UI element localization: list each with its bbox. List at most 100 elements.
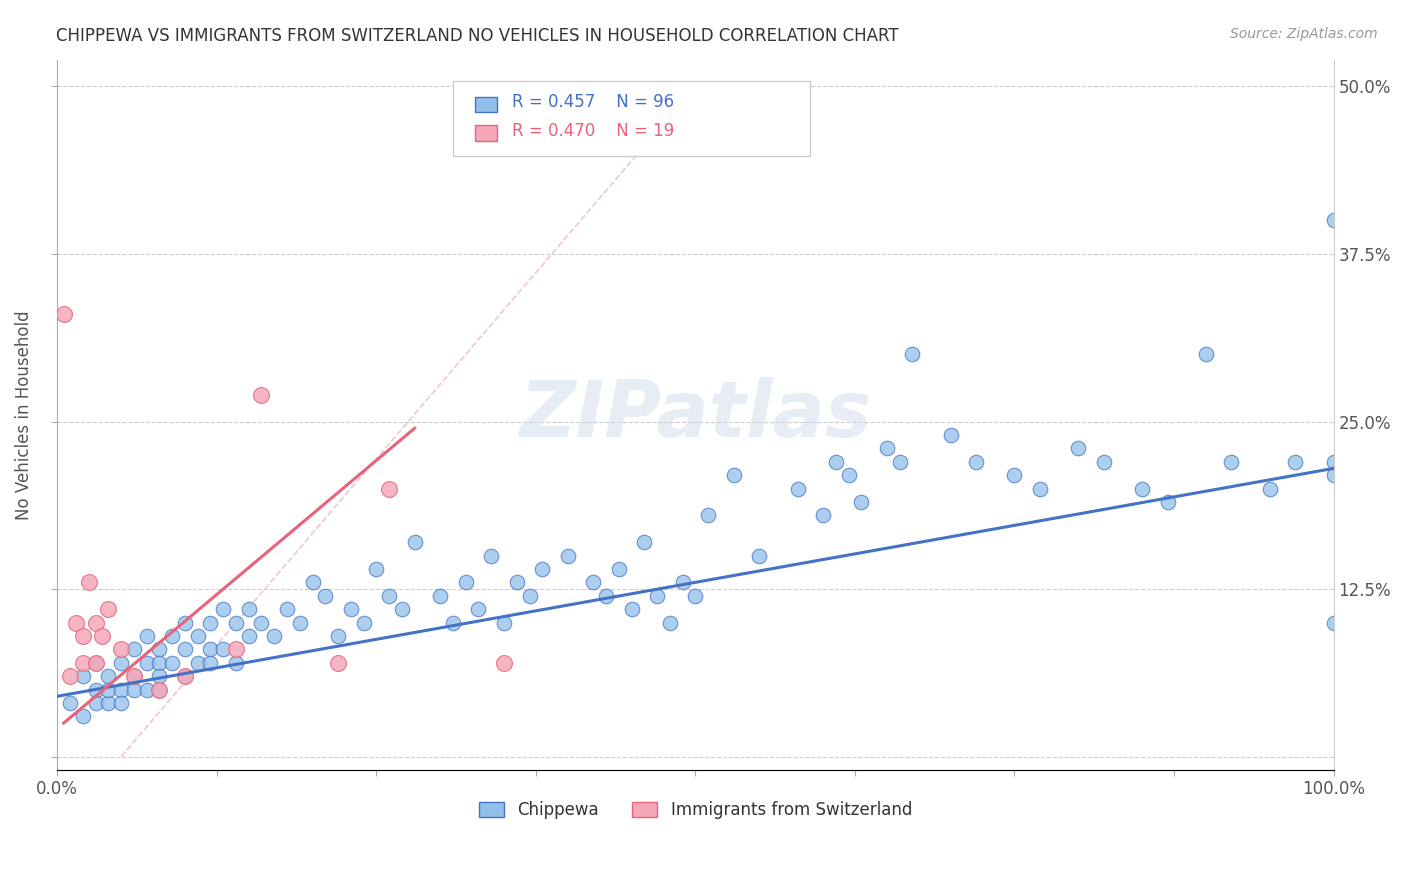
Point: [582, 575, 605, 590]
Point: [122, 682, 145, 697]
Point: [65, 615, 87, 630]
Point: [174, 669, 197, 683]
Point: [97, 669, 120, 683]
Point: [1322, 615, 1344, 630]
Point: [84, 682, 107, 697]
Point: [200, 656, 222, 670]
Point: [658, 615, 681, 630]
Point: [238, 602, 260, 616]
Point: [685, 589, 707, 603]
Point: [607, 562, 630, 576]
Text: R = 0.470    N = 19: R = 0.470 N = 19: [512, 121, 675, 140]
Point: [276, 602, 298, 616]
Point: [838, 468, 860, 483]
Point: [212, 602, 235, 616]
Point: [84, 696, 107, 710]
Point: [1092, 455, 1115, 469]
Point: [225, 642, 247, 657]
Point: [748, 549, 770, 563]
Point: [97, 682, 120, 697]
Point: [404, 535, 426, 549]
Text: Source: ZipAtlas.com: Source: ZipAtlas.com: [1230, 27, 1378, 41]
Point: [187, 629, 209, 643]
Point: [454, 575, 477, 590]
Point: [288, 615, 311, 630]
Point: [429, 589, 451, 603]
Bar: [475, 125, 498, 141]
Point: [697, 508, 720, 523]
Point: [340, 602, 363, 616]
Point: [174, 669, 197, 683]
Point: [965, 455, 987, 469]
FancyBboxPatch shape: [453, 81, 810, 155]
Point: [1322, 468, 1344, 483]
Point: [1220, 455, 1243, 469]
Point: [148, 642, 170, 657]
Point: [1258, 482, 1281, 496]
Point: [723, 468, 745, 483]
Point: [148, 656, 170, 670]
Point: [174, 615, 197, 630]
Point: [238, 629, 260, 643]
Point: [851, 495, 873, 509]
Point: [52, 307, 75, 321]
Point: [314, 589, 336, 603]
Point: [110, 656, 132, 670]
Point: [939, 428, 962, 442]
Point: [492, 656, 515, 670]
Point: [1156, 495, 1178, 509]
Point: [378, 589, 401, 603]
Point: [97, 602, 120, 616]
Point: [72, 629, 94, 643]
Point: [672, 575, 695, 590]
Point: [824, 455, 846, 469]
Point: [110, 696, 132, 710]
Point: [250, 615, 273, 630]
Point: [301, 575, 323, 590]
Point: [148, 682, 170, 697]
Point: [1067, 442, 1090, 456]
Y-axis label: No Vehicles in Household: No Vehicles in Household: [15, 310, 32, 520]
Point: [59, 696, 82, 710]
Point: [72, 669, 94, 683]
Point: [1029, 482, 1052, 496]
Point: [91, 629, 114, 643]
Point: [200, 642, 222, 657]
Point: [110, 682, 132, 697]
Point: [889, 455, 911, 469]
Point: [77, 575, 100, 590]
Point: [811, 508, 834, 523]
Point: [1130, 482, 1153, 496]
Point: [200, 615, 222, 630]
Point: [1195, 347, 1218, 361]
Point: [353, 615, 375, 630]
Point: [59, 669, 82, 683]
Point: [122, 669, 145, 683]
Point: [97, 696, 120, 710]
Point: [645, 589, 668, 603]
Point: [212, 642, 235, 657]
Point: [479, 549, 502, 563]
Point: [135, 629, 157, 643]
Point: [225, 656, 247, 670]
Point: [391, 602, 413, 616]
Legend: Chippewa, Immigrants from Switzerland: Chippewa, Immigrants from Switzerland: [472, 794, 918, 826]
Point: [506, 575, 529, 590]
Point: [84, 615, 107, 630]
Text: R = 0.457    N = 96: R = 0.457 N = 96: [512, 94, 675, 112]
Point: [441, 615, 464, 630]
Point: [72, 709, 94, 723]
Point: [1322, 213, 1344, 227]
Point: [326, 629, 349, 643]
Point: [901, 347, 924, 361]
Point: [148, 669, 170, 683]
Point: [84, 656, 107, 670]
Point: [1284, 455, 1306, 469]
Bar: [475, 96, 498, 112]
Point: [135, 682, 157, 697]
Point: [366, 562, 388, 576]
Point: [263, 629, 285, 643]
Point: [1322, 455, 1344, 469]
Text: CHIPPEWA VS IMMIGRANTS FROM SWITZERLAND NO VEHICLES IN HOUSEHOLD CORRELATION CHA: CHIPPEWA VS IMMIGRANTS FROM SWITZERLAND …: [56, 27, 898, 45]
Point: [160, 629, 183, 643]
